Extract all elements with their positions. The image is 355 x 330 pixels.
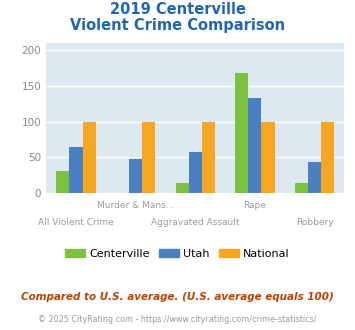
Text: Rape: Rape (244, 201, 266, 210)
Bar (129, 159, 142, 193)
Bar (248, 98, 261, 193)
Text: Murder & Mans...: Murder & Mans... (97, 201, 174, 210)
Bar (261, 121, 274, 193)
Bar (321, 121, 334, 193)
Bar (70, 147, 82, 193)
Bar (176, 183, 189, 193)
Text: Violent Crime Comparison: Violent Crime Comparison (70, 18, 285, 33)
Bar (189, 151, 202, 193)
Text: © 2025 CityRating.com - https://www.cityrating.com/crime-statistics/: © 2025 CityRating.com - https://www.city… (38, 315, 317, 324)
Text: Robbery: Robbery (296, 218, 333, 227)
Bar (56, 171, 70, 193)
Bar (295, 183, 308, 193)
Bar (235, 73, 248, 193)
Legend: Centerville, Utah, National: Centerville, Utah, National (61, 245, 294, 263)
Text: Compared to U.S. average. (U.S. average equals 100): Compared to U.S. average. (U.S. average … (21, 292, 334, 302)
Text: All Violent Crime: All Violent Crime (38, 218, 114, 227)
Text: 2019 Centerville: 2019 Centerville (109, 2, 246, 16)
Text: Aggravated Assault: Aggravated Assault (151, 218, 240, 227)
Bar (202, 121, 215, 193)
Bar (308, 162, 321, 193)
Bar (82, 121, 95, 193)
Bar (142, 121, 155, 193)
